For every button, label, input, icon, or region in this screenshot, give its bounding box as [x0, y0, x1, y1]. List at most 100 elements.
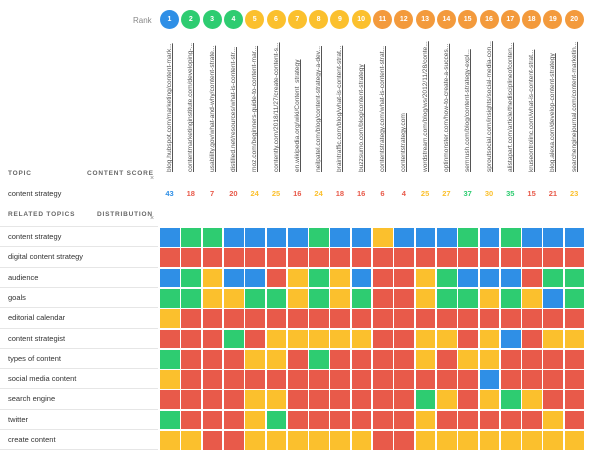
heatmap-cell[interactable]: [499, 430, 522, 451]
heatmap-cell[interactable]: [393, 308, 416, 329]
heatmap-cell[interactable]: [414, 430, 437, 451]
heatmap-cell[interactable]: [308, 409, 330, 431]
competitor-url-link[interactable]: moz.com/beginners-guide-to-content-mar..…: [251, 45, 259, 172]
heatmap-cell[interactable]: [222, 389, 245, 411]
competitor-url-link[interactable]: kruseontrolinc.com/what-is-content-strat…: [528, 49, 536, 172]
heatmap-cell[interactable]: [457, 227, 479, 248]
heatmap-cell[interactable]: [329, 389, 352, 411]
heatmap-cell[interactable]: [350, 267, 373, 289]
heatmap-cell[interactable]: [499, 247, 522, 269]
heatmap-cell[interactable]: [542, 308, 565, 329]
heatmap-cell[interactable]: [521, 389, 543, 411]
heatmap-cell[interactable]: [265, 287, 288, 309]
heatmap-cell[interactable]: [286, 247, 309, 269]
heatmap-cell[interactable]: [329, 227, 352, 248]
heatmap-cell[interactable]: [350, 287, 373, 309]
heatmap-cell[interactable]: [414, 287, 437, 309]
heatmap-cell[interactable]: [201, 389, 224, 411]
heatmap-cell[interactable]: [372, 227, 394, 248]
heatmap-cell[interactable]: [563, 348, 586, 370]
heatmap-cell[interactable]: [542, 287, 565, 309]
heatmap-cell[interactable]: [478, 328, 501, 350]
heatmap-cell[interactable]: [499, 308, 522, 329]
competitor-url-link[interactable]: wordstream.com/blog/ws/2012/11/28/conte.…: [421, 41, 429, 172]
heatmap-cell[interactable]: [414, 409, 437, 431]
heatmap-cell[interactable]: [222, 409, 245, 431]
heatmap-cell[interactable]: [478, 409, 501, 431]
heatmap-cell[interactable]: [521, 409, 543, 431]
heatmap-cell[interactable]: [350, 328, 373, 350]
heatmap-cell[interactable]: [159, 308, 181, 329]
heatmap-cell[interactable]: [265, 247, 288, 269]
heatmap-cell[interactable]: [244, 287, 266, 309]
heatmap-cell[interactable]: [521, 247, 543, 269]
heatmap-cell[interactable]: [180, 430, 203, 451]
heatmap-cell[interactable]: [499, 369, 522, 390]
heatmap-cell[interactable]: [350, 308, 373, 329]
heatmap-cell[interactable]: [286, 328, 309, 350]
competitor-url-link[interactable]: contentstrategy.com/what-is-content-stra…: [379, 46, 386, 172]
heatmap-cell[interactable]: [329, 308, 352, 329]
heatmap-cell[interactable]: [265, 389, 288, 411]
heatmap-cell[interactable]: [563, 287, 586, 309]
competitor-url-link[interactable]: sproutsocial.com/insights/social-media-c…: [485, 41, 493, 172]
heatmap-cell[interactable]: [414, 227, 437, 248]
heatmap-cell[interactable]: [563, 227, 586, 248]
heatmap-cell[interactable]: [457, 267, 479, 289]
heatmap-cell[interactable]: [201, 267, 224, 289]
heatmap-cell[interactable]: [372, 409, 394, 431]
heatmap-cell[interactable]: [457, 409, 479, 431]
heatmap-cell[interactable]: [180, 267, 203, 289]
competitor-url-link[interactable]: distilled.net/resources/what-is-content-…: [229, 47, 237, 172]
heatmap-cell[interactable]: [478, 389, 501, 411]
heatmap-cell[interactable]: [435, 308, 458, 329]
heatmap-cell[interactable]: [499, 348, 522, 370]
heatmap-cell[interactable]: [435, 409, 458, 431]
heatmap-cell[interactable]: [521, 369, 543, 390]
heatmap-cell[interactable]: [542, 227, 565, 248]
heatmap-cell[interactable]: [222, 287, 245, 309]
heatmap-cell[interactable]: [286, 369, 309, 390]
close-icon[interactable]: ×: [150, 215, 155, 222]
heatmap-cell[interactable]: [435, 348, 458, 370]
heatmap-cell[interactable]: [435, 287, 458, 309]
heatmap-cell[interactable]: [329, 247, 352, 269]
heatmap-cell[interactable]: [563, 328, 586, 350]
heatmap-cell[interactable]: [350, 247, 373, 269]
heatmap-cell[interactable]: [393, 328, 416, 350]
heatmap-cell[interactable]: [414, 267, 437, 289]
heatmap-cell[interactable]: [222, 369, 245, 390]
heatmap-cell[interactable]: [201, 328, 224, 350]
heatmap-cell[interactable]: [329, 328, 352, 350]
heatmap-cell[interactable]: [499, 267, 522, 289]
heatmap-cell[interactable]: [350, 369, 373, 390]
heatmap-cell[interactable]: [286, 389, 309, 411]
heatmap-cell[interactable]: [372, 369, 394, 390]
heatmap-cell[interactable]: [329, 267, 352, 289]
heatmap-cell[interactable]: [201, 430, 224, 451]
heatmap-cell[interactable]: [563, 308, 586, 329]
heatmap-cell[interactable]: [244, 247, 266, 269]
heatmap-cell[interactable]: [159, 369, 181, 390]
heatmap-cell[interactable]: [478, 369, 501, 390]
heatmap-cell[interactable]: [265, 227, 288, 248]
heatmap-cell[interactable]: [372, 389, 394, 411]
heatmap-cell[interactable]: [499, 328, 522, 350]
heatmap-cell[interactable]: [435, 369, 458, 390]
heatmap-cell[interactable]: [201, 308, 224, 329]
heatmap-cell[interactable]: [180, 287, 203, 309]
heatmap-cell[interactable]: [414, 308, 437, 329]
heatmap-cell[interactable]: [265, 308, 288, 329]
competitor-url-link[interactable]: optinmonster.com/how-to-create-a-succes.…: [442, 43, 450, 172]
heatmap-cell[interactable]: [435, 267, 458, 289]
heatmap-cell[interactable]: [499, 287, 522, 309]
heatmap-cell[interactable]: [457, 328, 479, 350]
heatmap-cell[interactable]: [478, 227, 501, 248]
heatmap-cell[interactable]: [393, 287, 416, 309]
heatmap-cell[interactable]: [521, 308, 543, 329]
heatmap-cell[interactable]: [478, 247, 501, 269]
heatmap-cell[interactable]: [201, 409, 224, 431]
heatmap-cell[interactable]: [244, 389, 266, 411]
heatmap-cell[interactable]: [329, 409, 352, 431]
heatmap-cell[interactable]: [521, 267, 543, 289]
